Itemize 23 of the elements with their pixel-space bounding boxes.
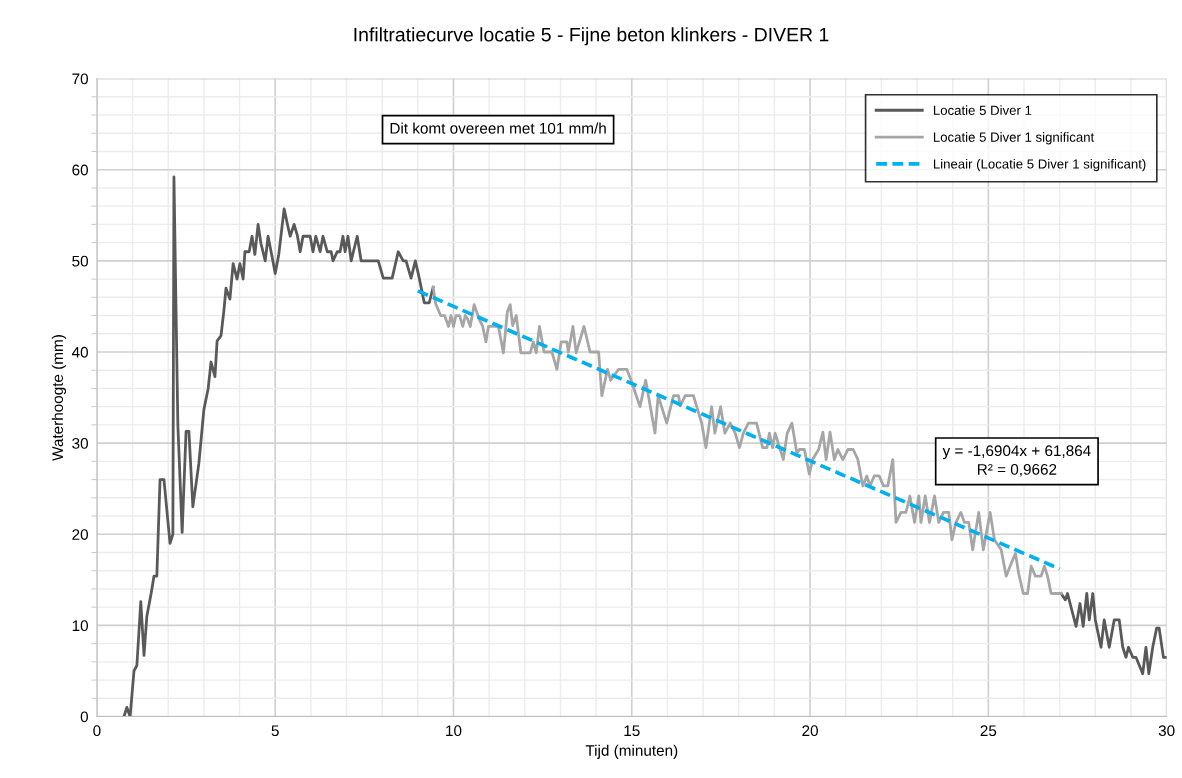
- y-tick-label: 50: [72, 255, 88, 267]
- x-tick-label: 20: [802, 725, 818, 737]
- y-tick-label: 40: [71, 346, 88, 358]
- x-tick-label: 0: [93, 725, 101, 737]
- x-tick-label: 25: [980, 725, 997, 737]
- y-tick-label: 60: [72, 164, 88, 176]
- x-tick-label: 15: [624, 725, 640, 737]
- x-tick-label: 30: [1158, 725, 1175, 737]
- x-axis-title: Tijd (minuten): [585, 744, 678, 759]
- legend-label: Locatie 5 Diver 1 significant: [933, 132, 1095, 145]
- legend-label: Lineair (Locatie 5 Diver 1 significant): [933, 158, 1146, 172]
- y-tick-label: 10: [72, 620, 88, 632]
- y-tick-label: 20: [72, 529, 88, 540]
- x-tick-label: 5: [271, 725, 279, 737]
- chart-title: Infiltratiecurve locatie 5 - Fijne beton klinkers - DIVER 1: [354, 27, 829, 46]
- y-tick-label: 0: [80, 711, 88, 723]
- x-tick-label: 10: [446, 725, 462, 737]
- annotation: y = -1,6904x + 61,864 R² = 0,9662: [942, 445, 1091, 477]
- legend-label: Locatie 5 Diver 1: [933, 105, 1032, 115]
- y-tick-label: 30: [72, 437, 88, 449]
- y-axis-title: Waterhoogte (mm): [51, 335, 67, 461]
- y-tick-label: 70: [72, 73, 88, 85]
- annotation: Dit komt overeen met 101 mm/h: [390, 122, 606, 134]
